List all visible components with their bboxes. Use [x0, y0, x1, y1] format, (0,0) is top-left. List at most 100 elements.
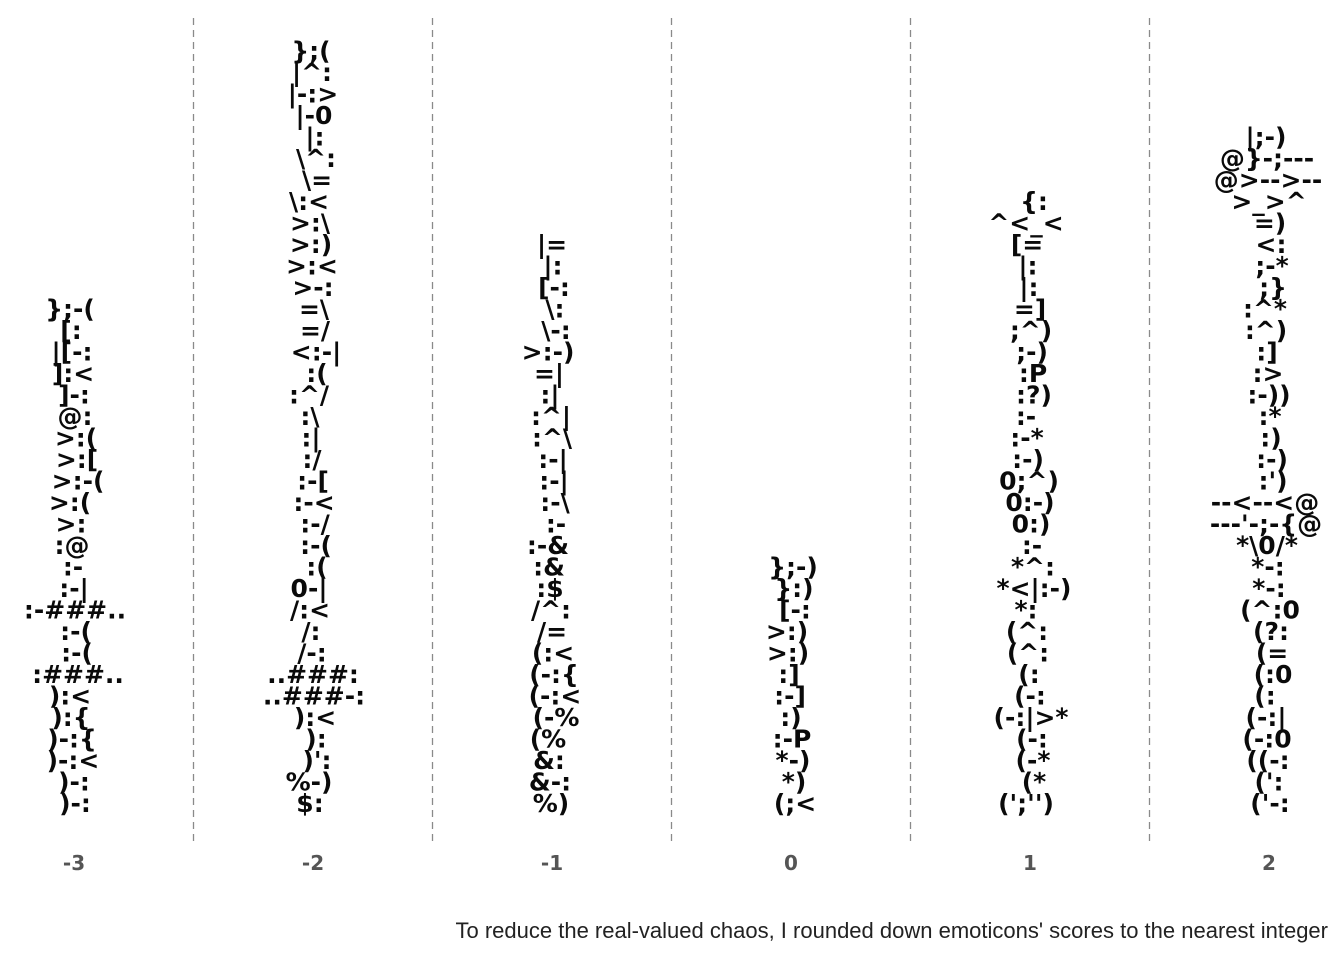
emoticon-point: :/ — [302, 445, 322, 474]
emoticon-point: %-) — [286, 768, 333, 797]
emoticon-point: :^* — [1243, 295, 1287, 324]
emoticon-point: >:) — [290, 230, 332, 259]
emoticon-point: *\0/* — [1236, 531, 1298, 560]
emoticon-point: };( — [291, 37, 330, 66]
emoticon-point: :') — [1258, 467, 1287, 496]
emoticon-column: };-)}:)[-:>:)>:):]:-]:):-P*-)*)(;< — [766, 553, 818, 819]
emoticon-point: )-:{ — [47, 725, 97, 754]
emoticon-point: )-: — [59, 789, 91, 818]
emoticon-point: :) — [1260, 424, 1281, 453]
emoticon-point: ;-* — [1255, 252, 1288, 281]
emoticon-point: >:[ — [56, 445, 98, 474]
emoticon-point: }:) — [774, 574, 813, 603]
emoticon-point: ]:< — [52, 359, 94, 388]
emoticon-point: :-< — [293, 488, 334, 517]
emoticon-point: :-( — [60, 617, 92, 646]
emoticon-point: :* — [1258, 402, 1281, 431]
emoticon-point: <:-| — [291, 338, 341, 367]
emoticon-point: @}-;--- — [1220, 144, 1314, 173]
emoticon-point: :-) — [1012, 445, 1044, 474]
x-tick-label: 0 — [784, 851, 798, 875]
emoticon-point: |: — [543, 252, 562, 281]
emoticon-point: 0;^) — [999, 467, 1059, 496]
emoticon-point: >:< — [286, 252, 338, 281]
emoticon-point: *: — [1014, 596, 1037, 625]
emoticon-point: >:-( — [52, 467, 105, 496]
emoticon-column: |=|:[-:\:\-:>:-)=|:|:^|:^\:-|:-|:-\:-:-&… — [522, 230, 582, 818]
emoticon-point: *<|:-) — [997, 574, 1072, 603]
emoticon-point: :-& — [527, 531, 569, 560]
emoticon-point: ]-: — [58, 381, 90, 410]
emoticon-point: :- — [1022, 531, 1042, 560]
emoticon-point: (-:{ — [529, 660, 579, 689]
emoticon-point: /: — [301, 617, 320, 646]
emoticon-point: =] — [1014, 295, 1046, 324]
emoticon-point: )-:< — [47, 746, 100, 775]
emoticon-point: |: — [1019, 273, 1038, 302]
emoticon-point: :^) — [1245, 316, 1287, 345]
emoticon-point: (* — [1022, 768, 1047, 797]
emoticon-point: :( — [306, 553, 327, 582]
x-tick-label: 1 — [1023, 851, 1037, 875]
x-tick-label: -2 — [302, 851, 324, 875]
emoticon-point: :-/ — [300, 510, 330, 539]
emoticon-point: :###.. — [32, 660, 124, 689]
emoticon-point: >:\ — [290, 209, 331, 238]
emoticon-point: (-: — [1016, 725, 1048, 754]
emoticon-point: (:< — [532, 639, 574, 668]
emoticon-point: :& — [533, 553, 565, 582]
emoticon-point: ): — [305, 725, 326, 754]
emoticon-point: <: — [1256, 230, 1287, 259]
emoticon-point: |^: — [292, 58, 332, 87]
emoticon-point: (-* — [1016, 746, 1051, 775]
emoticon-point: :-###.. — [24, 596, 126, 625]
emoticon-point: [-: — [538, 273, 570, 302]
emoticon-point: &-: — [529, 768, 571, 797]
emoticon-point: (= — [1256, 639, 1288, 668]
emoticon-point: *-: — [1251, 553, 1284, 582]
emoticon-point: {: — [1020, 187, 1048, 216]
emoticon-point: (?: — [1253, 617, 1289, 646]
emoticon-point: [= — [1011, 230, 1043, 259]
emoticon-point: --<--<@ — [1211, 488, 1319, 517]
emoticon-point: 0:-) — [1005, 488, 1054, 517]
emoticon-point: :- — [1016, 402, 1036, 431]
emoticon-point: *^: — [1011, 553, 1055, 582]
emoticon-point: >:) — [766, 617, 808, 646]
emoticon-point: ..###-: — [263, 682, 365, 711]
emoticon-point: :\ — [300, 402, 320, 431]
emoticon-point: (: — [1254, 682, 1275, 711]
emoticon-point: >:( — [55, 424, 97, 453]
emoticon-point: (^: — [1006, 617, 1048, 646]
emoticon-point: :-( — [61, 639, 93, 668]
emoticon-column: };-([:|[-:]:<]-:@:>:(>:[>:-(>:(>::@:-:-|… — [24, 295, 126, 819]
emoticon-point: (-:|>* — [994, 703, 1069, 732]
emoticon-point: (;< — [774, 789, 816, 818]
emoticon-point: ^<_< — [988, 209, 1063, 238]
emoticon-point: $: — [296, 789, 323, 818]
emoticon-point: (:0 — [1254, 660, 1293, 689]
emoticon-point: \= — [302, 166, 332, 195]
emoticon-point: :-) — [1256, 445, 1288, 474]
emoticon-point: :] — [778, 660, 799, 689]
emoticon-point: :| — [301, 424, 320, 453]
emoticon-point: \:< — [289, 187, 329, 216]
emoticon-point: };-) — [768, 553, 818, 582]
emoticon-point: /:< — [290, 596, 330, 625]
emoticon-point: |;-) — [1246, 123, 1287, 152]
emoticon-point: :-| — [539, 467, 569, 496]
emoticon-point: >: — [56, 510, 87, 539]
emoticon-point: ;^) — [1010, 316, 1052, 345]
emoticon-point: ..###: — [267, 660, 359, 689]
x-tick-label: 2 — [1262, 851, 1276, 875]
emoticon-point: >:( — [49, 488, 91, 517]
emoticon-point: (-:0 — [1242, 725, 1291, 754]
emoticon-point: ):< — [294, 703, 336, 732]
emoticon-point: [: — [60, 316, 81, 345]
emoticon-point: =/ — [300, 316, 331, 345]
emoticon-point: :> — [1253, 359, 1284, 388]
emoticon-point: :) — [780, 703, 801, 732]
emoticon-point: (% — [530, 725, 566, 754]
column-separators — [192, 18, 1151, 842]
emoticon-point: :( — [306, 359, 327, 388]
